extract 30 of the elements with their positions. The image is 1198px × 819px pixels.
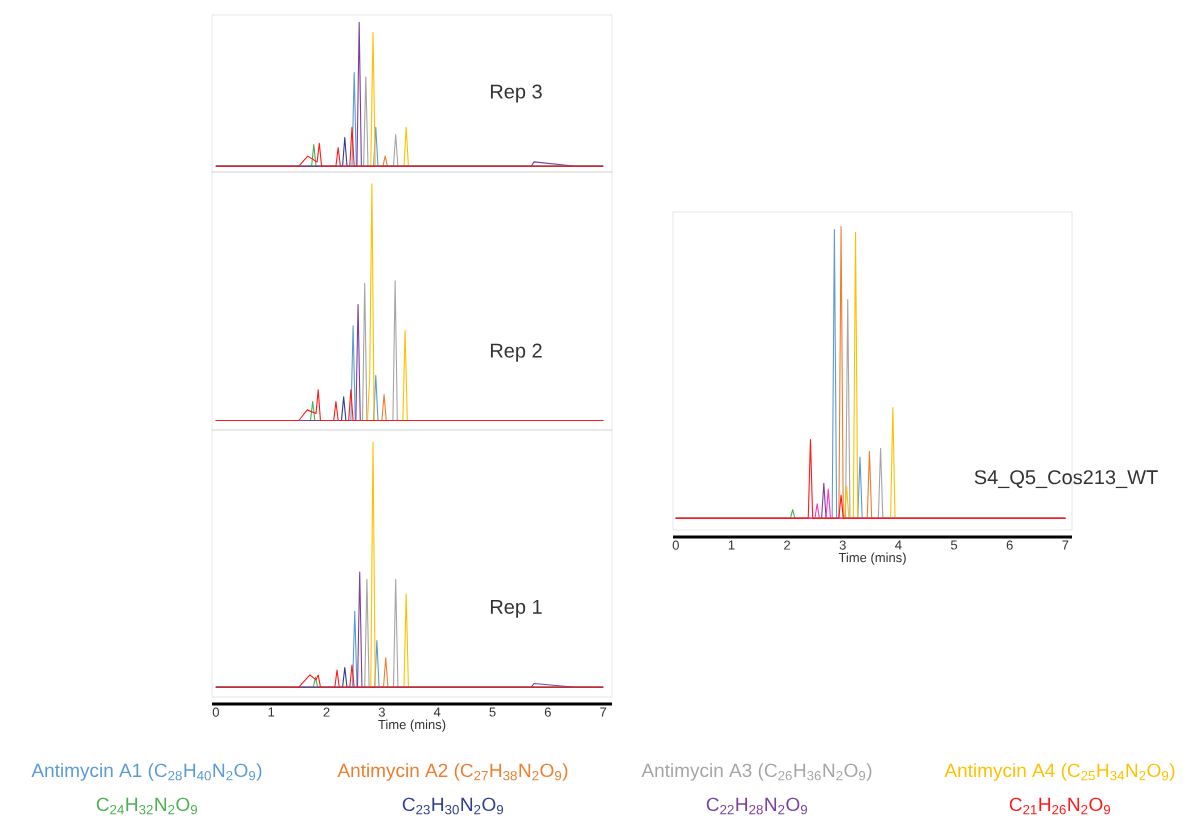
x-tick-label: 2 — [323, 707, 330, 717]
x-axis-title: Time (mins) — [838, 552, 906, 565]
text: Antimycin A2 (C$_{27}$H$_{38}$N$_{2}$O$_{9}$) — [337, 763, 568, 781]
text: Rep 3 — [490, 84, 542, 103]
x-tick-label: 0 — [212, 707, 219, 717]
x-tick-label: 6 — [544, 707, 551, 717]
x-tick-label: 4 — [433, 707, 441, 717]
text: C$_{23}$H$_{30}$N$_{2}$O$_{9}$ — [402, 797, 504, 815]
x-tick-label: 1 — [268, 707, 275, 717]
x-tick-label: 2 — [784, 540, 791, 550]
x-tick-label: 0 — [672, 540, 679, 550]
text: C$_{24}$H$_{32}$N$_{2}$O$_{9}$ — [96, 797, 198, 815]
x-tick-label: 5 — [950, 540, 958, 550]
x-tick-label: 7 — [1062, 540, 1069, 550]
x-tick-label: 6 — [1006, 540, 1013, 550]
x-tick-label: 1 — [728, 540, 735, 550]
text: Antimycin A3 (C$_{26}$H$_{36}$N$_{2}$O$_{9}$) — [641, 763, 872, 781]
text: Rep 2 — [490, 343, 542, 362]
x-tick-label: 3 — [839, 540, 846, 550]
text: Antimycin A4 (C$_{25}$H$_{34}$N$_{2}$O$_{9}$) — [944, 763, 1175, 781]
text: Antimycin A1 (C$_{28}$H$_{40}$N$_{2}$O$_{9}$) — [31, 763, 262, 781]
text: C$_{21}$H$_{26}$N$_{2}$O$_{9}$ — [1009, 797, 1111, 815]
text: S4_Q5_Cos213_WT — [974, 470, 1158, 489]
x-axis-title: Time (mins) — [378, 719, 446, 732]
text: Rep 1 — [490, 599, 542, 618]
x-tick-label: 4 — [895, 540, 902, 550]
x-tick-label: 5 — [489, 707, 496, 717]
x-tick-label: 7 — [600, 707, 607, 717]
x-tick-label: 3 — [378, 707, 385, 717]
text: C$_{22}$H$_{28}$N$_{2}$O$_{9}$ — [706, 797, 808, 815]
